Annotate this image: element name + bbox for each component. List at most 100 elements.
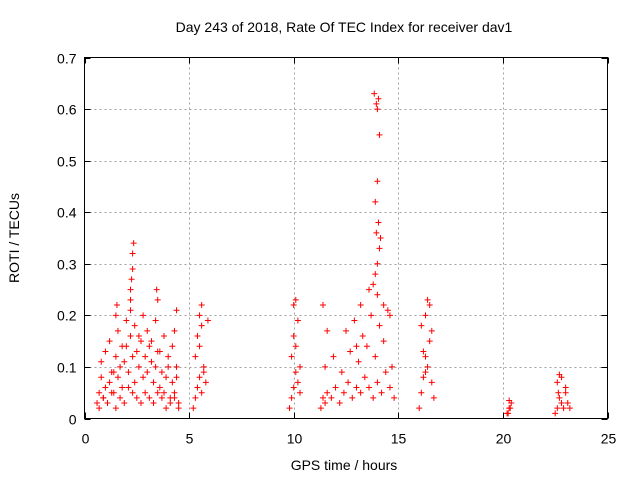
data-point <box>125 369 132 376</box>
data-point <box>192 353 199 360</box>
data-point <box>294 317 301 324</box>
data-point <box>505 410 512 417</box>
data-point <box>173 374 180 381</box>
data-point <box>555 389 562 396</box>
grid-lines <box>84 57 608 419</box>
data-point <box>363 343 370 350</box>
data-point <box>368 312 375 319</box>
data-point <box>142 353 149 360</box>
data-point <box>127 307 134 314</box>
data-point <box>552 410 559 417</box>
data-point <box>114 327 121 334</box>
data-point <box>102 348 109 355</box>
data-point <box>330 353 337 360</box>
data-point <box>133 394 140 401</box>
data-point <box>192 394 199 401</box>
data-point <box>420 348 427 355</box>
data-point <box>380 338 387 345</box>
x-tick-label: 5 <box>186 431 194 447</box>
data-point <box>140 312 147 319</box>
data-point <box>106 379 113 386</box>
data-point <box>163 405 170 412</box>
data-point <box>340 389 347 396</box>
data-point <box>175 400 182 407</box>
data-point <box>114 374 121 381</box>
y-tick-labels: 0 0.1 0.2 0.3 0.4 0.5 0.6 0.7 <box>57 51 77 428</box>
data-point <box>376 322 383 329</box>
data-point <box>202 379 209 386</box>
data-point <box>375 95 382 102</box>
data-point <box>374 379 381 386</box>
data-point <box>426 302 433 309</box>
data-point <box>130 240 137 247</box>
data-point <box>152 363 159 370</box>
data-point <box>560 405 567 412</box>
data-point <box>322 363 329 370</box>
data-point <box>125 384 132 391</box>
data-point <box>422 353 429 360</box>
data-point <box>377 235 384 241</box>
data-point <box>144 369 151 376</box>
x-tick-label: 25 <box>601 431 617 447</box>
x-axis-label: GPS time / hours <box>291 457 398 473</box>
data-point <box>129 353 136 360</box>
data-point <box>144 327 151 334</box>
data-point <box>169 343 176 350</box>
data-point <box>366 384 373 391</box>
data-point <box>154 296 161 303</box>
data-point <box>171 389 178 396</box>
data-point <box>133 348 140 355</box>
data-point <box>371 90 378 97</box>
x-tick-labels: 0 5 10 15 20 25 <box>82 431 617 447</box>
data-point <box>353 384 360 391</box>
data-point <box>372 198 379 205</box>
data-point <box>96 389 103 396</box>
data-point <box>359 332 366 339</box>
data-point <box>148 338 155 345</box>
data-point <box>554 379 561 386</box>
plot-frame <box>84 57 608 419</box>
data-point <box>349 394 356 401</box>
data-point <box>110 369 117 376</box>
data-point <box>98 358 105 365</box>
data-point <box>322 400 329 407</box>
data-point <box>564 400 571 407</box>
y-tick-label: 0.1 <box>57 360 77 376</box>
data-point <box>121 400 128 407</box>
data-point <box>562 384 569 391</box>
data-point <box>292 296 299 303</box>
data-point <box>127 286 134 293</box>
data-point <box>372 271 379 278</box>
data-point <box>98 374 105 381</box>
data-point <box>328 394 335 401</box>
data-point <box>121 358 128 365</box>
data-point <box>165 353 172 360</box>
data-point <box>391 394 398 401</box>
data-point <box>376 131 383 138</box>
data-point <box>117 363 124 370</box>
data-point <box>106 338 113 345</box>
data-point <box>319 394 326 401</box>
y-tick-label: 0.7 <box>57 51 77 67</box>
data-point <box>378 389 385 396</box>
data-point <box>119 384 126 391</box>
data-point <box>158 394 165 401</box>
data-point <box>156 348 163 355</box>
y-tick-label: 0 <box>69 412 77 428</box>
data-point <box>128 276 135 283</box>
data-point <box>366 286 373 293</box>
data-point <box>129 265 136 272</box>
x-tick-label: 15 <box>391 431 407 447</box>
data-point <box>418 322 425 329</box>
data-point <box>288 394 295 401</box>
data-point <box>562 389 569 396</box>
data-point <box>123 317 130 324</box>
data-point <box>146 394 153 401</box>
data-point <box>190 405 197 412</box>
data-point <box>100 394 107 401</box>
data-point <box>389 363 396 370</box>
data-point <box>386 384 393 391</box>
data-point <box>556 371 563 378</box>
data-point <box>554 405 561 412</box>
data-point <box>140 374 147 381</box>
